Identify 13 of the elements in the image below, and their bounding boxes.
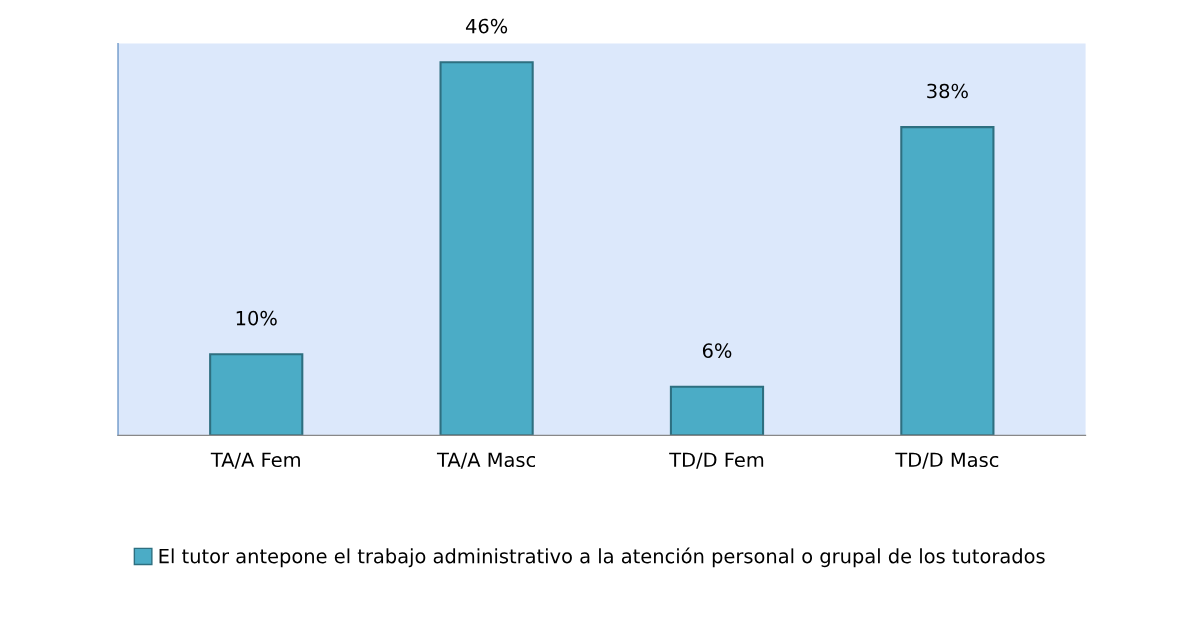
x-tick-label: TA/A Fem <box>210 452 300 469</box>
x-tick-label: TA/A Masc <box>436 452 536 469</box>
data-label: 46% <box>465 18 508 34</box>
x-tick-label: TD/D Fem <box>669 452 764 469</box>
bar <box>900 126 995 436</box>
bar <box>439 61 534 436</box>
bar <box>209 353 304 436</box>
data-label: 6% <box>702 343 732 358</box>
data-label: 38% <box>927 83 968 99</box>
data-label: 10% <box>236 310 277 326</box>
bar <box>669 385 765 436</box>
x-tick-label: TD/D Masc <box>895 452 999 469</box>
legend-label: El tutor antepone el trabajo administrativo a la atención personal o grupal de los tutorados <box>159 547 1045 568</box>
